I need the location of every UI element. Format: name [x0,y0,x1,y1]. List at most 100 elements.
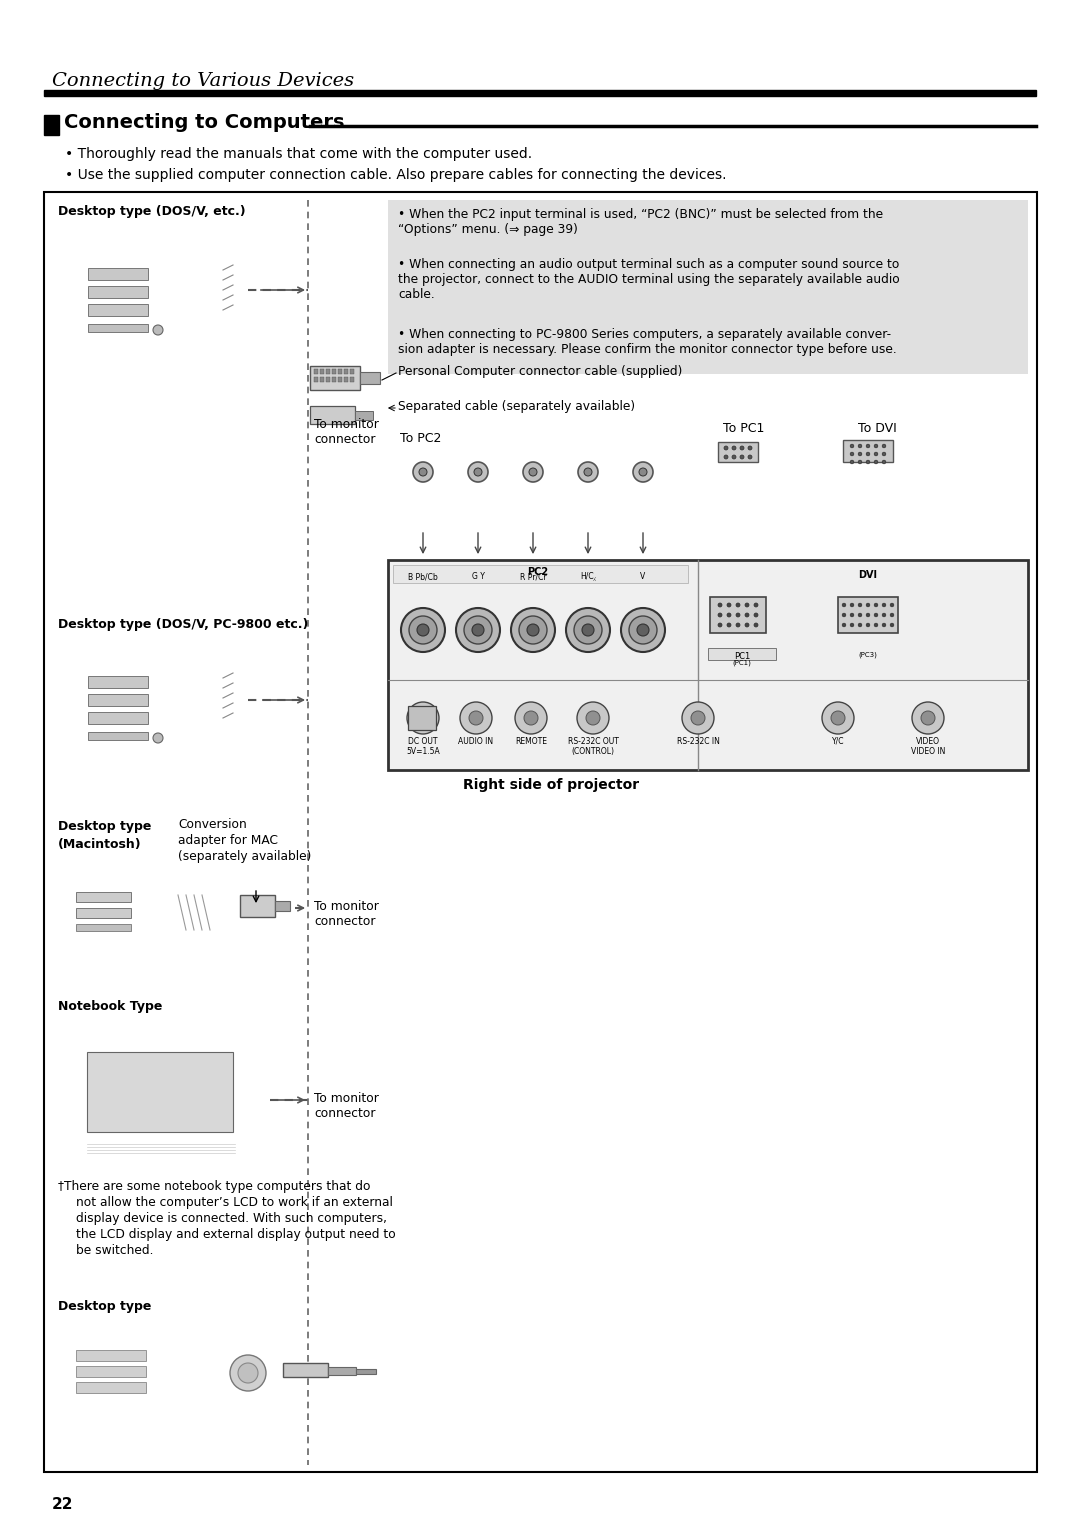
Bar [350,377,354,382]
Circle shape [850,452,854,455]
Bar [314,377,318,382]
Bar [360,371,380,384]
Circle shape [511,608,555,652]
Circle shape [523,461,543,481]
Text: Notebook Type: Notebook Type [58,999,162,1013]
Bar [275,902,291,911]
Text: • Thoroughly read the manuals that come with the computer used.: • Thoroughly read the manuals that come … [65,147,532,160]
Text: Personal Computer connector cable (supplied): Personal Computer connector cable (suppl… [399,365,683,377]
Circle shape [238,1363,258,1383]
Circle shape [681,701,714,733]
Bar [326,368,330,374]
Circle shape [724,455,728,458]
Circle shape [727,623,731,626]
Text: B Pb/Cb: B Pb/Cb [408,571,437,581]
Bar [326,377,330,382]
Bar [356,1369,376,1374]
Text: H/C⁁: H/C⁁ [580,571,596,581]
Circle shape [472,623,484,636]
Text: AUDIO IN: AUDIO IN [458,736,494,746]
Bar [388,559,1028,770]
Text: Connecting to Computers: Connecting to Computers [64,113,345,131]
Bar [44,193,1037,1471]
Circle shape [524,711,538,724]
Text: DC OUT
5V=1.5A: DC OUT 5V=1.5A [406,736,440,756]
Bar [328,1368,356,1375]
Bar [283,1363,328,1377]
Circle shape [866,623,869,626]
Circle shape [754,623,758,626]
Circle shape [419,468,427,477]
Circle shape [822,701,854,733]
Bar [87,304,148,316]
Circle shape [464,616,492,643]
Bar [87,324,148,332]
Bar [320,377,324,382]
Text: To PC1: To PC1 [723,422,765,435]
Text: be switched.: be switched. [76,1244,153,1258]
Text: Separated cable (separately available): Separated cable (separately available) [399,400,635,413]
Text: To PC2: To PC2 [400,432,442,445]
Polygon shape [78,668,218,749]
Bar [76,1366,146,1377]
Bar [718,442,758,461]
Circle shape [874,613,878,617]
Circle shape [230,1355,266,1390]
Circle shape [401,608,445,652]
Polygon shape [78,240,238,260]
Text: • Use the supplied computer connection cable. Also prepare cables for connecting: • Use the supplied computer connection c… [65,168,727,182]
Text: (PC1): (PC1) [732,660,752,666]
Circle shape [527,623,539,636]
Text: Connecting to Various Devices: Connecting to Various Devices [52,72,354,90]
Circle shape [639,468,647,477]
Text: To DVI: To DVI [858,422,896,435]
Text: Right side of projector: Right side of projector [463,778,639,792]
Circle shape [578,461,598,481]
Circle shape [850,604,854,607]
Bar [838,597,897,633]
Text: (separately available): (separately available) [178,850,311,863]
Circle shape [874,445,878,448]
Circle shape [460,701,492,733]
Circle shape [735,604,740,607]
Circle shape [859,460,862,465]
Text: display device is connected. With such computers,: display device is connected. With such c… [76,1212,387,1225]
Circle shape [882,613,886,617]
Bar [710,597,766,633]
Circle shape [732,455,735,458]
Text: To monitor
connector: To monitor connector [314,1093,379,1120]
Bar [87,267,148,280]
Circle shape [748,455,752,458]
Circle shape [577,701,609,733]
Circle shape [629,616,657,643]
Circle shape [718,613,723,617]
Text: VIDEO
VIDEO IN: VIDEO VIDEO IN [910,736,945,756]
Polygon shape [399,445,673,555]
Bar [350,368,354,374]
Circle shape [912,701,944,733]
Circle shape [417,623,429,636]
Circle shape [456,608,500,652]
Circle shape [882,445,886,448]
Circle shape [745,613,750,617]
Circle shape [740,455,744,458]
Bar [388,200,1028,374]
Circle shape [586,711,600,724]
Text: PC2: PC2 [527,567,549,578]
Text: Desktop type: Desktop type [58,821,151,833]
Bar [393,565,688,584]
Polygon shape [68,869,233,885]
Polygon shape [68,1343,278,1403]
Circle shape [718,623,723,626]
Circle shape [850,623,854,626]
Text: Y/C: Y/C [832,736,845,746]
Circle shape [409,616,437,643]
Text: 22: 22 [52,1497,73,1513]
Text: To monitor
connector: To monitor connector [314,900,379,927]
Circle shape [573,616,602,643]
Polygon shape [218,648,238,749]
Circle shape [882,460,886,465]
Circle shape [890,623,894,626]
Circle shape [474,468,482,477]
Circle shape [633,461,653,481]
